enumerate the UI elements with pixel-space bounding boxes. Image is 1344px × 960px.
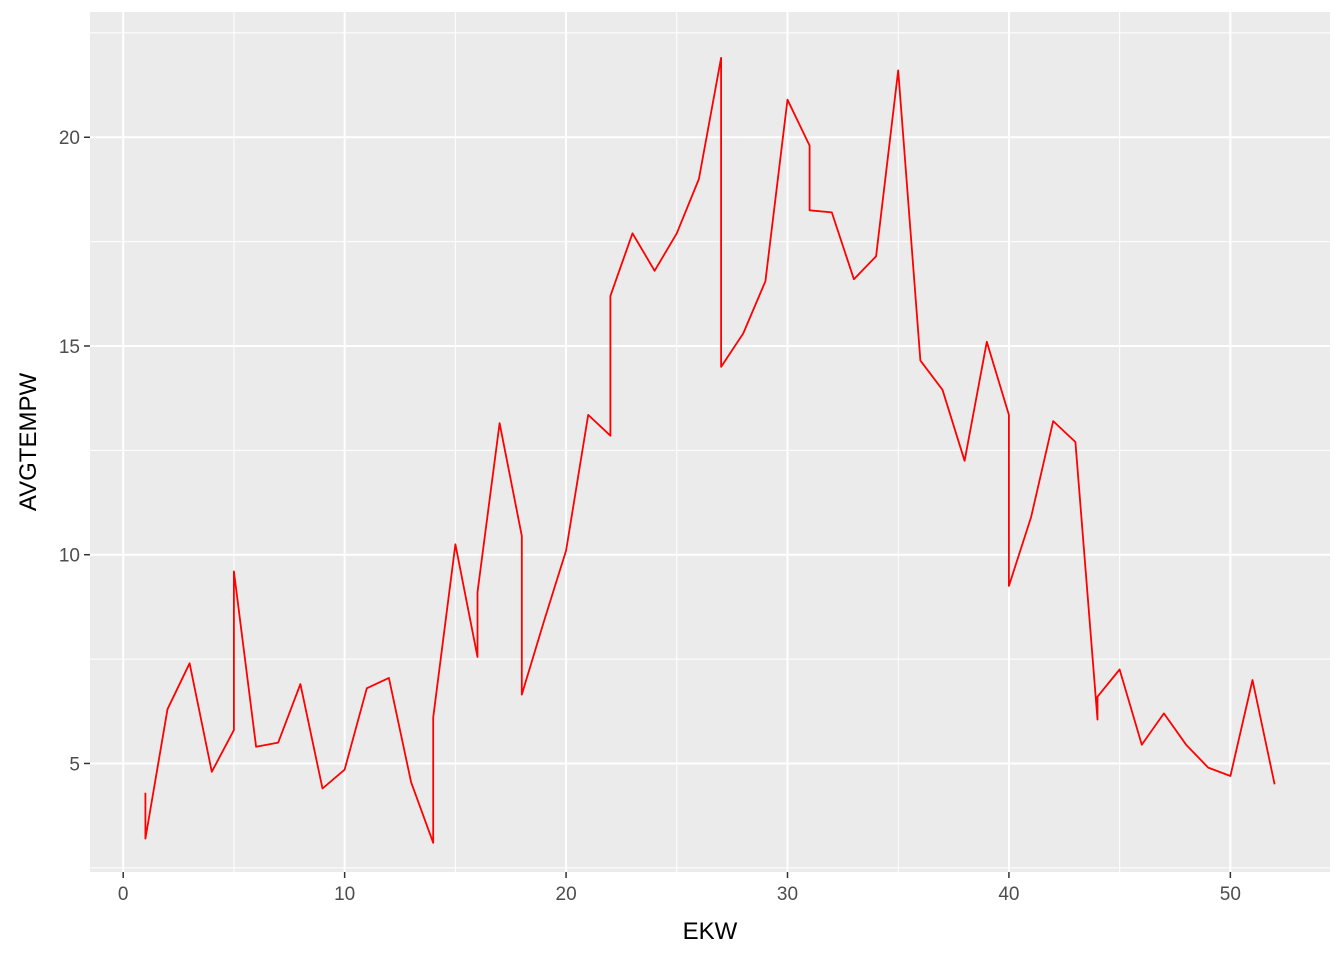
x-tick-label: 10 [334,884,355,905]
x-tick-label: 20 [556,884,577,905]
x-tick-label: 0 [118,884,129,905]
y-tick-label: 10 [59,546,80,567]
y-tick-label: 20 [59,128,80,149]
y-axis-title: AVGTEMPW [15,373,42,512]
x-tick-label: 30 [777,884,798,905]
y-tick-label: 5 [69,754,80,775]
y-tick-label: 15 [59,337,80,358]
plot-panel [90,12,1330,872]
x-tick-label: 40 [998,884,1019,905]
x-tick-label: 50 [1220,884,1241,905]
x-axis-title: EKW [683,918,738,945]
minor-gridlines [90,12,1330,872]
series-layer [144,57,1276,844]
series-line [144,57,1276,844]
y-axis-ticks: 5 10 15 20 [59,128,90,775]
x-axis-ticks: 0 10 20 30 40 50 [118,872,1241,905]
